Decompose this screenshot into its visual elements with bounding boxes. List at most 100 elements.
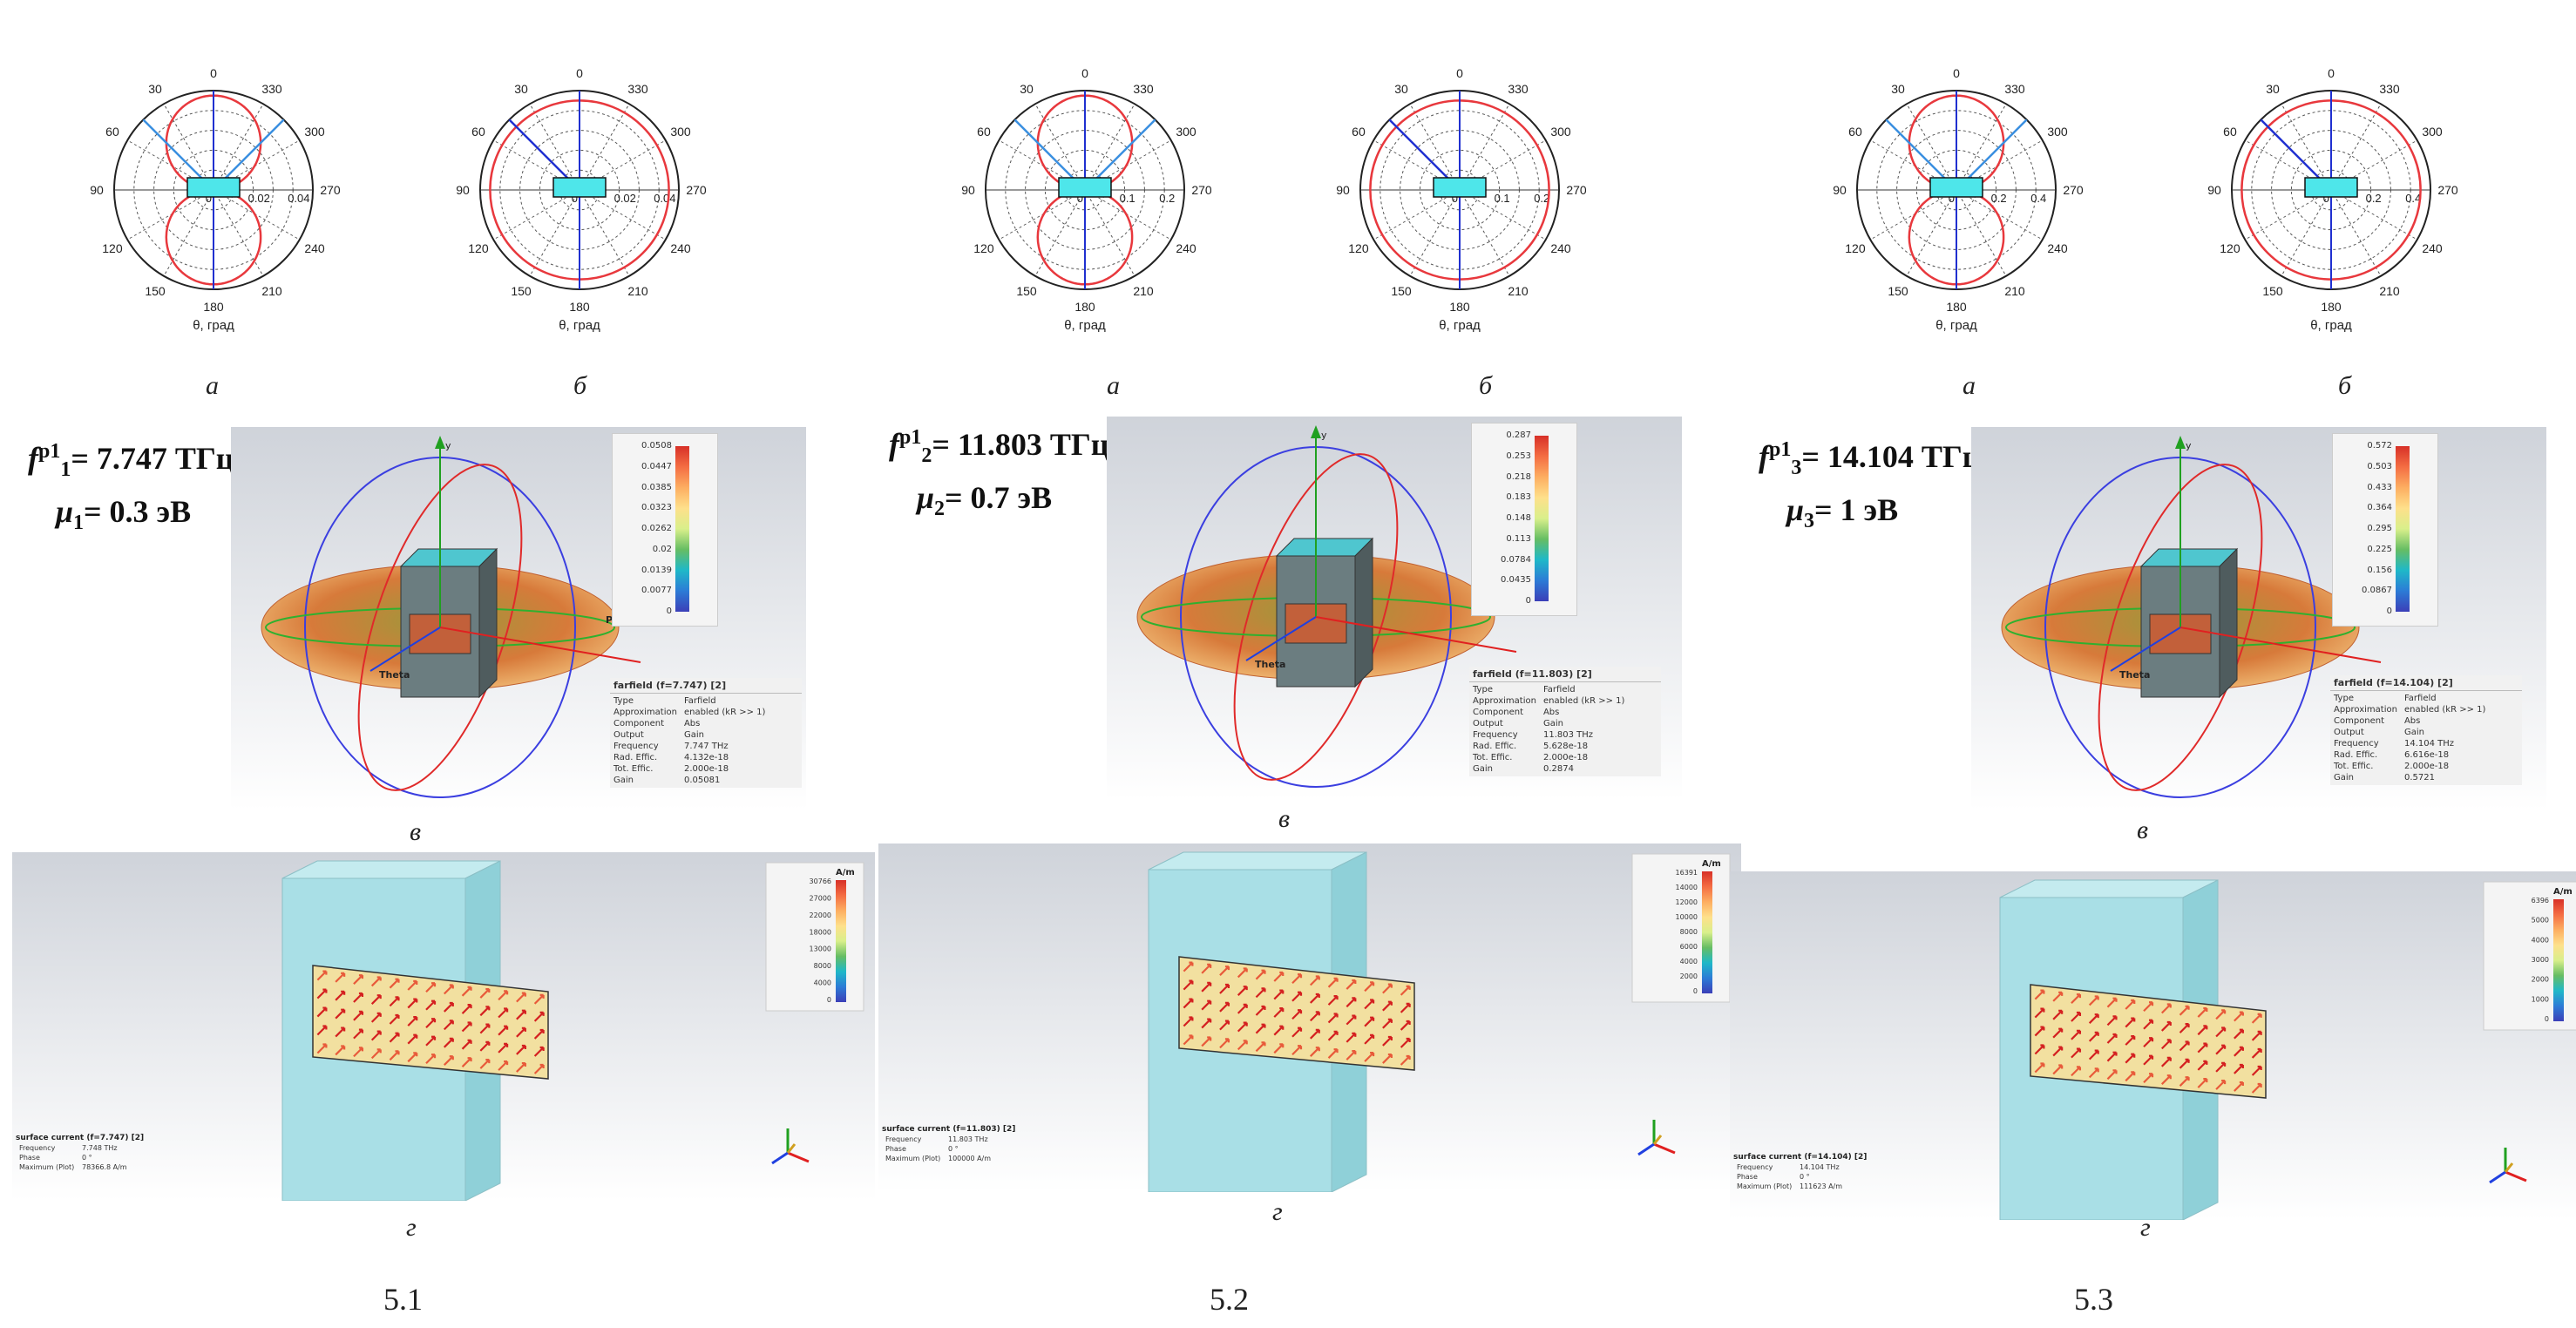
polar-angle-label: 90 xyxy=(1833,183,1847,197)
polar-angle-label: 300 xyxy=(1550,125,1571,139)
current-arrow xyxy=(1237,1021,1248,1033)
current-arrow xyxy=(461,1004,472,1014)
triad-extra xyxy=(1652,1135,1663,1145)
current-arrow xyxy=(1291,991,1303,1002)
surface-info-label: Phase xyxy=(19,1154,40,1162)
polar-angle-label: 150 xyxy=(1391,284,1412,298)
polar-angle-label: 330 xyxy=(627,82,648,96)
current-arrow xyxy=(1364,1051,1375,1062)
current-arrow xyxy=(479,987,491,999)
surface-info-title: surface current (f=11.803) [2] xyxy=(882,1125,1015,1134)
column-number-col1: 5.1 xyxy=(383,1282,423,1317)
antenna-box-side xyxy=(478,547,498,699)
current-arrow xyxy=(2234,1028,2244,1040)
current-arrow xyxy=(1364,981,1375,993)
column-number-col2: 5.2 xyxy=(1210,1282,1249,1317)
current-arrow xyxy=(443,1020,454,1031)
y-axis-label: y xyxy=(445,440,451,451)
polar-grid-spoke xyxy=(1459,104,1510,191)
colorbar xyxy=(2396,446,2410,612)
surface-info-title: surface current (f=14.104) [2] xyxy=(1733,1153,1867,1162)
surface-info-value: 100000 A/m xyxy=(948,1155,991,1162)
polar-angle-label: 180 xyxy=(569,300,590,314)
current-arrow xyxy=(2197,1078,2208,1088)
current-arrow xyxy=(353,992,364,1003)
polar-angle-label: 270 xyxy=(2437,183,2457,197)
polar-angle-label: 90 xyxy=(456,183,470,197)
colorbar-tick: 0.218 xyxy=(1506,471,1531,482)
current-arrow xyxy=(2215,1061,2227,1073)
current-arrow xyxy=(1291,1009,1303,1020)
colorbar-tick: 0.287 xyxy=(1506,430,1531,440)
triad-extra xyxy=(786,1143,797,1154)
current-colorbar-tick: 0 xyxy=(2545,1015,2549,1023)
current-arrow xyxy=(1201,999,1212,1011)
colorbar-tick: 0.0867 xyxy=(2362,586,2392,596)
current-arrow xyxy=(2215,1026,2227,1038)
farfield-legend-col1: 0.0508 0.0447 0.0385 0.0323 0.0262 0.02 0.0139… xyxy=(612,433,718,627)
polar-plot-col3-a: 0 330 300 270 240 210 180 150 120 90 60 30 θ, град 0 0… xyxy=(1830,9,2083,364)
polar-axis-title: θ, град xyxy=(1064,318,1106,333)
colorbar-tick: 0.253 xyxy=(1506,451,1531,461)
polar-radial-tick: 0.2 xyxy=(2366,192,2382,205)
current-colorbar-tick: 4000 xyxy=(2532,936,2549,944)
subfig-label-col1-a: а xyxy=(206,371,219,400)
polar-angle-label: 270 xyxy=(1191,183,1211,197)
polar-angle-label: 30 xyxy=(2266,82,2280,96)
antenna-element xyxy=(2304,177,2358,198)
theta-label: Theta xyxy=(2119,669,2150,681)
polar-grid-spoke xyxy=(2281,104,2332,191)
current-arrow xyxy=(1273,971,1285,982)
polar-radial-tick: 0 xyxy=(1452,192,1458,205)
polar-angle-label: 120 xyxy=(2220,241,2240,255)
current-arrow xyxy=(2106,1015,2118,1026)
current-arrow xyxy=(1364,999,1375,1010)
current-arrow xyxy=(370,1030,382,1041)
current-arrow xyxy=(1219,966,1230,976)
current-arrow xyxy=(1309,1011,1320,1022)
current-colorbar-tick: 8000 xyxy=(814,962,831,970)
polar-angle-label: 150 xyxy=(1016,284,1037,298)
x-axis xyxy=(439,627,641,663)
polar-axis-title: θ, град xyxy=(1935,318,1977,333)
current-legend-unit: A/m xyxy=(1702,859,1721,869)
z-axis xyxy=(2110,627,2181,672)
farfield-info-row: Type Farfield xyxy=(613,696,716,706)
polar-angle-label: 330 xyxy=(261,82,282,96)
theta-circle xyxy=(2098,464,2263,791)
current-arrow xyxy=(2251,1065,2262,1076)
current-arrow xyxy=(370,994,382,1005)
polar-radial-tick: 0.02 xyxy=(248,192,270,205)
polar-angle-label: 210 xyxy=(1508,284,1529,298)
current-arrow xyxy=(389,1013,400,1025)
current-arrow xyxy=(2160,1003,2172,1014)
theta-label: Theta xyxy=(1255,659,1285,670)
current-arrow xyxy=(1364,1033,1375,1045)
surface-info-label: Frequency xyxy=(1737,1163,1773,1171)
current-arrow xyxy=(407,1016,418,1026)
farfield-info-row: Output Gain xyxy=(1473,719,1563,728)
y-axis-arrow xyxy=(1311,425,1321,438)
current-arrow xyxy=(2125,999,2136,1010)
current-arrow xyxy=(2179,1040,2190,1052)
current-arrow xyxy=(1273,1007,1285,1018)
y-axis-label: y xyxy=(1321,430,1327,441)
polar-radial-tick: 0 xyxy=(1949,192,1955,205)
antenna-element xyxy=(186,177,241,198)
current-arrow xyxy=(2106,997,2118,1008)
polar-radial-tick: 0 xyxy=(1077,192,1083,205)
current-arrow xyxy=(1364,1016,1375,1027)
current-arrow xyxy=(2106,1051,2118,1062)
current-legend-unit: A/m xyxy=(2553,887,2573,897)
farfield-info-row: Output Gain xyxy=(613,730,704,740)
polar-grid-spoke xyxy=(1409,189,1461,276)
polar-axis-title: θ, град xyxy=(2310,318,2352,333)
colorbar xyxy=(675,446,689,612)
current-colorbar-tick: 0 xyxy=(827,996,831,1004)
current-arrow xyxy=(1346,1050,1357,1060)
polar-radial-tick: 0.2 xyxy=(1159,192,1175,205)
current-arrow xyxy=(2197,1006,2208,1018)
current-legend-unit: A/m xyxy=(836,868,855,877)
polar-angle-label: 330 xyxy=(1508,82,1529,96)
polar-radial-tick: 0 xyxy=(2323,192,2329,205)
